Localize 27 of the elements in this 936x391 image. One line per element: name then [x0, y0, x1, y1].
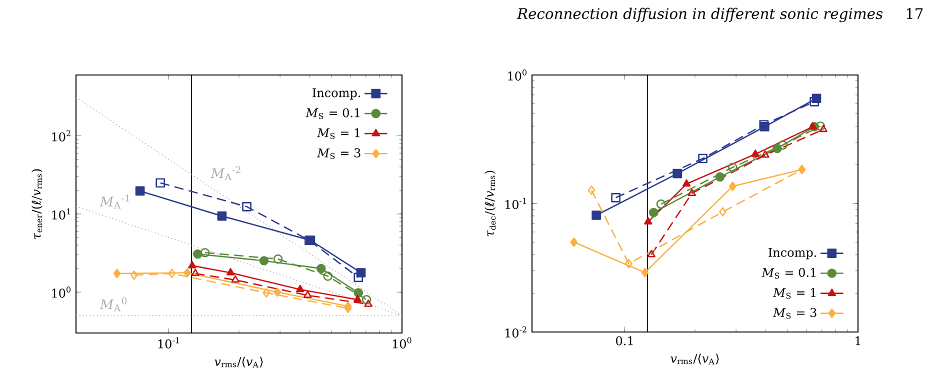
- legend-label: M$_{S}$ = 1: [773, 288, 816, 299]
- legend-label: M$_{S}$ = 0.1: [306, 108, 360, 120]
- legend-label: Incomp.: [768, 248, 816, 260]
- x-axis-title: v$_{rms}$/⟨v$_{A}$⟩: [670, 354, 719, 364]
- x-tick-label: 0.1: [616, 336, 633, 346]
- legend-label: M$_{S}$ = 1: [317, 128, 360, 140]
- series-label: M$_{A}$0: [100, 297, 127, 312]
- y-tick-label: 10$^{-1}$: [505, 198, 526, 210]
- y-axis-title: τ$_{ener}$/(ℓ/v$_{rms}$): [31, 169, 42, 239]
- legend-label: M$_{S}$ = 3: [773, 308, 816, 319]
- x-tick-label: 1: [856, 336, 860, 346]
- x-axis-title: v$_{rms}$/⟨v$_{A}$⟩: [214, 356, 263, 368]
- legend-label: M$_{S}$ = 3: [317, 148, 360, 160]
- y-tick-label: 10$^{0}$: [508, 69, 527, 81]
- y-tick-label: 10$^{-2}$: [505, 326, 526, 338]
- y-axis-title: τ$_{dec}$/(ℓ/v$_{rms}$): [484, 170, 496, 236]
- x-tick-label: 10$^{0}$: [392, 337, 412, 348]
- legend-label: Incomp.: [312, 88, 360, 100]
- series-label: M$_{A}$-1: [100, 194, 130, 209]
- text: 17: [906, 8, 923, 19]
- x-tick-label: 10$^{-1}$: [158, 337, 179, 348]
- y-tick-label: 10$^{0}$: [52, 286, 71, 298]
- text: Reconnection diffusion in different sonic regimes: [516, 8, 883, 22]
- y-tick-label: 10$^{2}$: [52, 130, 70, 142]
- y-tick-label: 10$^{1}$: [52, 208, 70, 220]
- series-label: M$_{A}$-2: [210, 166, 240, 180]
- legend-label: M$_{S}$ = 0.1: [762, 268, 816, 279]
